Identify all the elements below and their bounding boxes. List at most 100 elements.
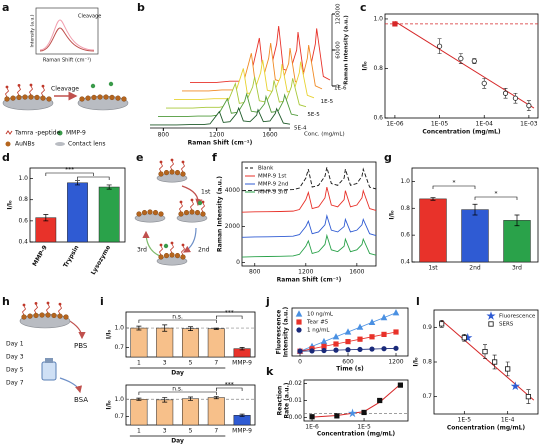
data-point <box>361 409 367 416</box>
panel-label: k <box>266 365 274 378</box>
plot-frame <box>303 379 409 422</box>
tamra <box>46 301 50 305</box>
data-point <box>321 347 327 354</box>
arrow <box>181 185 203 207</box>
data-point <box>512 95 519 101</box>
y-tick-label: 0.00 <box>289 414 303 421</box>
y-tick-label: 0.9 <box>422 324 432 331</box>
data-point <box>357 346 363 353</box>
significance-bracket <box>432 185 476 189</box>
error-bar <box>472 203 478 216</box>
bar <box>156 399 174 426</box>
trace-backdrop <box>174 60 314 102</box>
depth-tick-label: 5E-4 <box>294 126 307 132</box>
plot-frame <box>433 309 539 415</box>
y-axis-title: Intensity (a.u.) <box>283 306 290 357</box>
tamra <box>181 243 185 247</box>
data-point <box>482 348 488 355</box>
day-label: Day 5 <box>6 367 24 374</box>
step-label: 1st <box>201 189 211 196</box>
legend-label: SERS <box>499 322 514 328</box>
data-point <box>481 80 487 86</box>
y-tick-label: 1.0 <box>373 15 383 22</box>
panel-label: j <box>265 295 270 308</box>
error-bar <box>136 397 142 401</box>
tamra <box>201 200 205 204</box>
peptide <box>22 305 26 316</box>
tamra <box>58 302 62 306</box>
data-point <box>356 323 364 330</box>
spectrum-line <box>241 233 377 258</box>
data-point <box>392 309 400 316</box>
data-point <box>345 338 351 345</box>
x-tick-label: 800 <box>249 269 261 276</box>
step-label: 2nd <box>198 247 210 254</box>
gold-nanobipyramid <box>63 314 69 320</box>
x-tick-label: 1200 <box>209 132 224 139</box>
gold-nanobipyramid <box>178 211 184 217</box>
bar <box>130 399 148 426</box>
x-axis-title: Time (s) <box>336 366 364 373</box>
gold-nanobipyramid <box>180 254 186 260</box>
y-tick-label: 0.8 <box>400 205 410 212</box>
data-point <box>393 345 399 351</box>
data-point <box>381 346 387 352</box>
gold-nanobipyramid <box>45 312 51 318</box>
bar <box>419 198 447 263</box>
category-label: 3rd <box>512 265 522 272</box>
category-label: Trypsin <box>62 244 80 269</box>
y-tick-label: 0 <box>236 259 240 266</box>
x-axis-title: Day <box>171 370 184 377</box>
depth-tick-label: 1E-6 <box>334 86 347 92</box>
tamra <box>17 84 21 87</box>
x-axis-title: Concentration (mg/mL) <box>422 129 501 136</box>
step-label: 3rd <box>137 247 147 254</box>
data-point <box>439 321 445 327</box>
y-tick-label: 0.4 <box>18 239 28 246</box>
data-point <box>344 328 352 335</box>
tamra <box>41 84 45 88</box>
bar <box>67 182 88 243</box>
legend-marker <box>295 310 303 317</box>
category-label: Lysozyme <box>90 244 112 276</box>
data-point <box>297 348 303 354</box>
peptide <box>58 304 62 315</box>
error-bar <box>162 324 168 332</box>
contact-lens <box>2 95 54 111</box>
data-point <box>436 43 443 49</box>
trace-backdrop <box>166 77 306 110</box>
gold-nanobipyramid <box>158 171 164 177</box>
significance-bracket <box>45 172 94 176</box>
gold-nanobipyramid <box>4 96 10 102</box>
peptide <box>159 245 163 256</box>
peptide <box>170 243 174 254</box>
gold-nanobipyramid <box>152 209 159 216</box>
bar <box>98 186 120 243</box>
day-label: Day 1 <box>6 341 24 348</box>
legend-icon <box>5 130 13 135</box>
gold-nanobipyramid <box>163 252 170 259</box>
tamra <box>34 302 38 305</box>
gold-nanobipyramid <box>180 171 186 177</box>
y-tick-label: 1.0 <box>114 396 124 403</box>
significance-label: n.s. <box>172 386 183 393</box>
spectrum-trace <box>150 106 291 126</box>
gold-nanobipyramid <box>91 94 97 101</box>
arrow <box>142 230 161 257</box>
spectrum-trace <box>166 76 307 109</box>
x-tick-label: 1E-6 <box>305 424 319 431</box>
trace-backdrop <box>158 94 298 118</box>
y-axis-title: I/I₀ <box>362 61 369 71</box>
legend-marker <box>296 327 302 333</box>
x-axis-title: Day <box>171 438 184 445</box>
legend-marker <box>296 319 302 325</box>
legend-label: MMP-9 2nd <box>258 182 288 188</box>
error-bar <box>75 180 80 186</box>
bar <box>181 328 200 358</box>
legend-label: Contact lens <box>68 141 106 148</box>
legend-label: Tamra -peptide <box>14 130 61 137</box>
peptide <box>179 202 183 213</box>
x-tick-label: 0 <box>298 359 302 366</box>
gold-nanobipyramid <box>97 94 103 100</box>
